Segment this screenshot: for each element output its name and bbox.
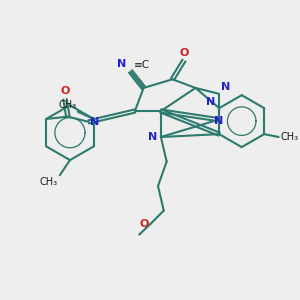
- Text: CH₃: CH₃: [58, 100, 76, 110]
- Text: ≡C: ≡C: [134, 60, 150, 70]
- Text: O: O: [60, 86, 70, 97]
- Text: N: N: [214, 116, 223, 126]
- Text: N: N: [206, 97, 216, 107]
- Text: CH₃: CH₃: [280, 132, 298, 142]
- Text: N: N: [117, 59, 126, 69]
- Text: CH₃: CH₃: [39, 177, 58, 187]
- Text: O: O: [139, 219, 148, 229]
- Text: N: N: [90, 117, 99, 128]
- Text: O: O: [179, 48, 189, 58]
- Text: N: N: [148, 132, 158, 142]
- Text: N: N: [221, 82, 230, 92]
